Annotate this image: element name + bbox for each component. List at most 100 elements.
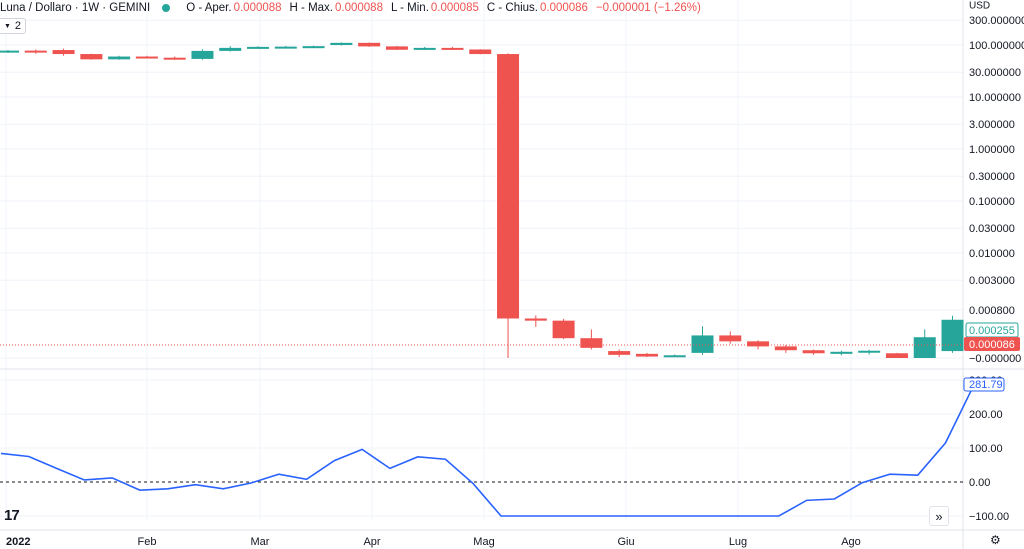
candle-body [691, 335, 714, 353]
candle-body [385, 46, 408, 50]
candle [885, 352, 908, 358]
candle-body [80, 54, 103, 60]
price-label-secondary: 0.000255 [969, 325, 1015, 337]
candle-body [135, 56, 158, 59]
candle [247, 46, 270, 49]
candle [163, 56, 186, 60]
candle-body [108, 56, 131, 60]
indicator-last-value: 281.79 [969, 379, 1003, 391]
gear-icon[interactable]: ⚙ [990, 533, 1001, 547]
indicator-tick-label: 0.00 [969, 477, 990, 489]
candle [941, 315, 964, 353]
candle [302, 45, 325, 49]
price-tick-label: 300.000000 [969, 15, 1024, 27]
price-tick-label: 30.000000 [969, 67, 1021, 79]
candle [635, 352, 658, 357]
candle-body [163, 57, 186, 60]
candle [0, 50, 19, 54]
price-tick-label: 0.000800 [969, 305, 1015, 317]
candle-body [913, 337, 936, 358]
candle [358, 42, 381, 47]
indicator-value-box [963, 377, 1005, 392]
candle-body [358, 42, 381, 47]
time-tick-label: Lug [729, 536, 747, 548]
candle-body [0, 50, 19, 53]
open-label: O - Aper. [186, 2, 232, 14]
candle [274, 45, 297, 49]
symbol-legend: Luna / Dollaro · 1W · GEMINI O - Aper. 0… [0, 0, 709, 16]
time-tick-label: Apr [363, 536, 380, 548]
candle-body [635, 353, 658, 357]
close-label: C - Chius. [486, 2, 538, 14]
price-tick-label: 0.010000 [969, 248, 1015, 260]
candle-body [552, 320, 575, 339]
candle-body [274, 46, 297, 49]
candle-body [191, 50, 214, 59]
high-value: 0.000088 [335, 2, 383, 14]
candle [497, 53, 520, 358]
visibility-dot-icon[interactable] [162, 4, 171, 12]
candle-body [469, 49, 492, 55]
candle-body [52, 50, 75, 55]
candle-body [802, 350, 825, 354]
time-tick-label: Giu [617, 536, 634, 548]
candle [413, 46, 436, 51]
candle [747, 340, 770, 350]
currency-label: USD [969, 1, 990, 12]
indicator-tick-label: −100.00 [969, 511, 1009, 523]
tradingview-logo-icon[interactable]: 17 [4, 507, 20, 524]
candle [524, 315, 547, 327]
time-tick-label: Mag [473, 536, 494, 548]
candle [330, 42, 353, 46]
candle [913, 329, 936, 358]
candle [552, 318, 575, 340]
candle [191, 49, 214, 60]
candle-body [219, 47, 242, 51]
low-label: L - Min. [390, 2, 429, 14]
price-tick-label: 100.000000 [969, 40, 1024, 52]
candle-body [885, 353, 908, 358]
time-tick-label: 2022 [6, 536, 30, 548]
candle [24, 49, 47, 54]
candle-body [497, 54, 520, 319]
candle-body [441, 47, 464, 50]
candle [719, 331, 742, 344]
double-chevron-right-icon: » [935, 508, 943, 524]
candle-body [747, 341, 770, 347]
change-value: −0.000001 (−1.26%) [595, 2, 701, 14]
price-tick-label: 0.100000 [969, 196, 1015, 208]
go-to-realtime-button[interactable]: » [929, 506, 949, 526]
collapse-indicators-button[interactable]: ▼ 2 [0, 18, 26, 34]
indicator-count: 2 [14, 20, 21, 32]
candle-body [247, 46, 270, 49]
price-tick-label: 10.000000 [969, 92, 1021, 104]
candle [108, 55, 131, 60]
price-tick-label: 0.030000 [969, 223, 1015, 235]
indicator-tick-label: 200.00 [969, 409, 1003, 421]
candle-body [830, 351, 853, 354]
symbol-title[interactable]: Luna / Dollaro · 1W · GEMINI [0, 2, 151, 14]
candle [385, 45, 408, 51]
candle [80, 53, 103, 60]
candle-body [663, 355, 686, 358]
candle [830, 350, 853, 356]
close-value: 0.000086 [539, 2, 588, 14]
candle-body [608, 351, 631, 355]
candle [858, 349, 881, 355]
candle [441, 46, 464, 51]
candle-body [719, 335, 742, 342]
candle-body [580, 338, 603, 348]
candle [802, 349, 825, 355]
candle [580, 329, 603, 350]
price-tick-label: −0.000000 [969, 353, 1021, 365]
price-tick-label: 0.003000 [969, 275, 1015, 287]
candle-body [24, 50, 47, 53]
open-value: 0.000088 [233, 2, 282, 14]
candle [469, 49, 492, 55]
candle-body [330, 42, 353, 45]
candle-body [941, 319, 964, 352]
candle-body [413, 47, 436, 50]
candle [219, 46, 242, 52]
time-tick-label: Feb [138, 536, 157, 548]
